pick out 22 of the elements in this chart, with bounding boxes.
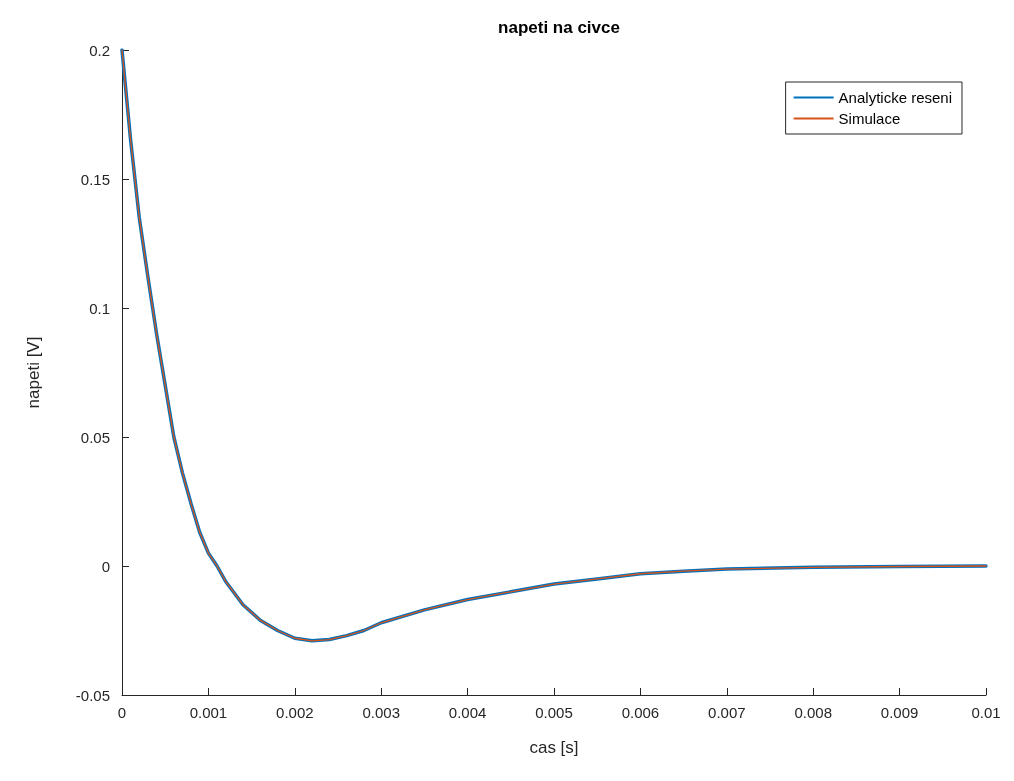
x-tick-label: 0 xyxy=(117,704,127,721)
chart-title: napeti na civce xyxy=(498,18,620,37)
y-tick-label: 0.15 xyxy=(80,170,110,188)
x-tick-label: 0.009 xyxy=(880,704,919,721)
y-tick-label: -0.05 xyxy=(75,686,110,704)
x-tick-label: 0.004 xyxy=(448,704,487,721)
y-tick-label: 0 xyxy=(101,557,110,575)
x-tick-label: 0.01 xyxy=(971,704,1001,721)
y-tick-label: 0.2 xyxy=(89,41,110,59)
x-tick-label: 0.001 xyxy=(189,704,228,721)
legend-label: Simulace xyxy=(838,110,901,127)
x-tick-label: 0.006 xyxy=(621,704,660,721)
x-tick-label: 0.003 xyxy=(362,704,400,721)
x-axis-title: cas [s] xyxy=(529,738,579,757)
x-tick-label: 0.007 xyxy=(708,704,746,721)
x-tick-label: 0.002 xyxy=(276,704,314,721)
y-tick-label: 0.1 xyxy=(89,299,110,317)
y-axis-title: napeti [V] xyxy=(24,336,43,409)
legend-label: Analyticke reseni xyxy=(838,89,952,106)
x-tick-label: 0.005 xyxy=(535,704,573,721)
y-tick-label: 0.05 xyxy=(80,428,110,446)
x-tick-label: 0.008 xyxy=(794,704,832,721)
